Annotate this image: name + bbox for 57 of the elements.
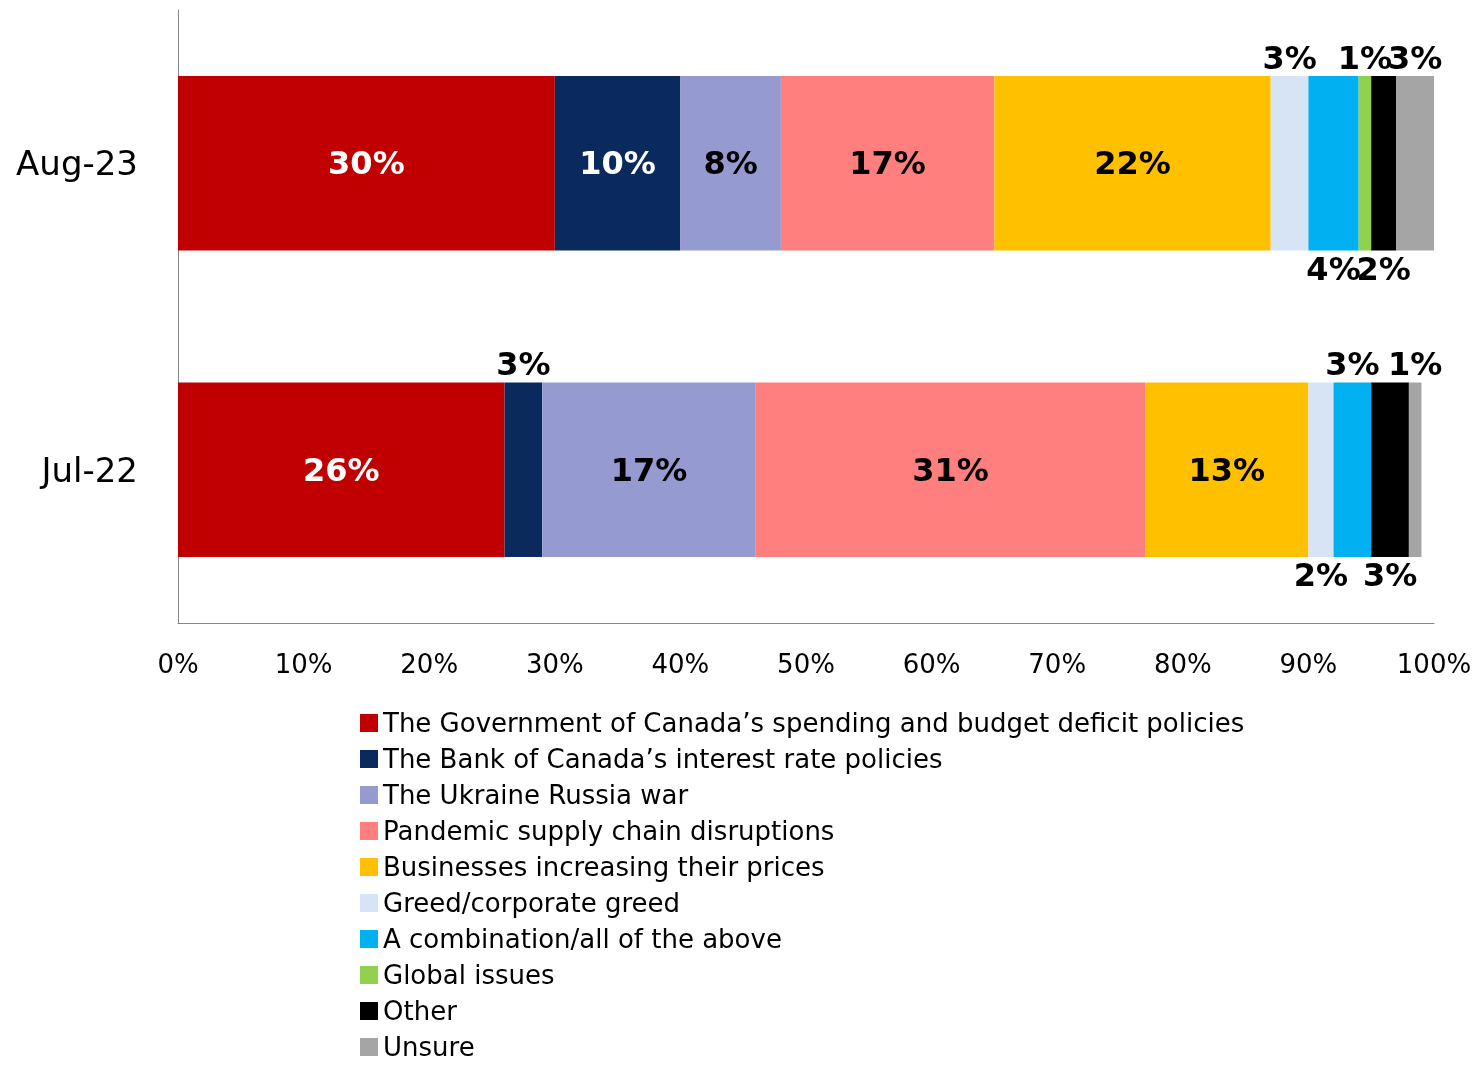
x-tick-label: 40% (651, 649, 710, 679)
bar (1371, 382, 1409, 558)
bar (680, 75, 781, 251)
bar (554, 75, 681, 251)
legend-label: The Bank of Canada’s interest rate policies (382, 744, 943, 774)
x-tick-label: 100% (1396, 649, 1472, 679)
x-tick-label: 30% (525, 649, 584, 679)
bar (542, 382, 756, 558)
x-tick-label: 50% (777, 649, 835, 679)
data-label: 1% (1388, 345, 1443, 384)
x-tick-label: 20% (400, 649, 459, 679)
legend-label: The Ukraine Russia war (382, 780, 689, 810)
legend-label: Pandemic supply chain disruptions (383, 816, 835, 846)
legend-label: Other (383, 996, 458, 1026)
y-tick-label: Aug-23 (16, 143, 138, 184)
bar (178, 382, 505, 558)
data-label: 26% (302, 450, 380, 489)
legend-label: A combination/all of the above (383, 924, 782, 954)
bar (1270, 75, 1309, 251)
data-label: 3% (1325, 345, 1380, 384)
bar (780, 75, 995, 251)
bar (755, 382, 1146, 558)
data-label: 17% (610, 450, 688, 489)
bar (1145, 382, 1309, 558)
data-label: 8% (703, 144, 758, 183)
data-label: 3% (1262, 38, 1317, 77)
data-label: 13% (1188, 450, 1266, 489)
legend-label: The Government of Canada’s spending and budget deficit policies (382, 708, 1245, 738)
bar (1371, 75, 1397, 251)
legend-label: Global issues (383, 960, 555, 990)
data-label: 22% (1094, 144, 1171, 183)
y-tick-label: Jul-22 (39, 449, 138, 490)
data-label: 2% (1293, 556, 1349, 595)
bar (178, 75, 555, 251)
data-label: 3% (496, 345, 551, 384)
bar (1308, 75, 1359, 251)
bar (994, 75, 1271, 251)
bar (1396, 75, 1434, 251)
data-label: 17% (849, 144, 926, 183)
bar (1408, 382, 1422, 558)
data-label: 30% (328, 144, 405, 183)
data-label: 10% (579, 144, 656, 183)
bar (1358, 75, 1372, 251)
x-tick-label: 80% (1153, 649, 1212, 679)
x-tick-label: 0% (157, 649, 199, 679)
x-tick-label: 10% (274, 649, 333, 679)
legend-label: Businesses increasing their prices (383, 852, 825, 882)
legend-label: Unsure (383, 1032, 475, 1062)
bar (504, 382, 543, 558)
x-tick-label: 60% (902, 649, 961, 679)
x-tick-label: 70% (1028, 649, 1087, 679)
bar (1333, 382, 1372, 558)
data-label: 31% (912, 450, 989, 489)
x-tick-label: 90% (1279, 649, 1338, 679)
bar (1308, 382, 1334, 558)
data-label: 3% (1362, 556, 1418, 595)
legend-label: Greed/corporate greed (383, 888, 681, 918)
